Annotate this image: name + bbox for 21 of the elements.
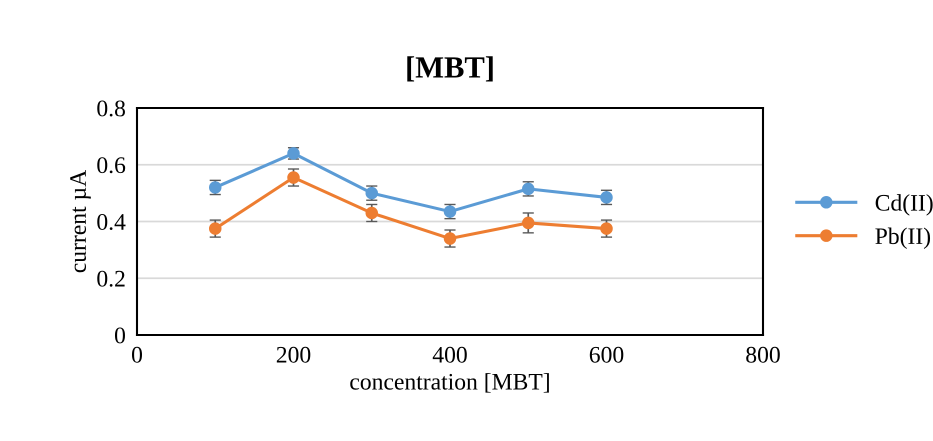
y-tick-label: 0.6: [97, 157, 126, 174]
x-tick-label: 600: [590, 346, 624, 363]
point: [366, 206, 378, 220]
x-tick-label: 0: [132, 346, 142, 363]
x-tick-label: 800: [746, 346, 780, 363]
legend-label: Pb(II): [875, 228, 930, 249]
point: [287, 171, 300, 184]
x-axis-title: concentration [MBT]: [350, 373, 549, 393]
x-tick-label: 400: [432, 346, 467, 363]
point: [600, 222, 613, 235]
y-tick-label: 0.4: [97, 214, 126, 230]
chart-title: [MBT]: [407, 56, 493, 82]
y-tick-label: 0.2: [97, 270, 125, 287]
point: [209, 222, 222, 235]
y-axis-title: current µA: [70, 170, 91, 272]
y-tick-label: 0: [114, 327, 125, 344]
y-tick-label: 0.8: [97, 100, 125, 117]
legend-label: Cd(II): [876, 194, 933, 216]
point: [444, 232, 456, 245]
point: [522, 216, 534, 230]
x-tick-label: 200: [276, 346, 310, 363]
